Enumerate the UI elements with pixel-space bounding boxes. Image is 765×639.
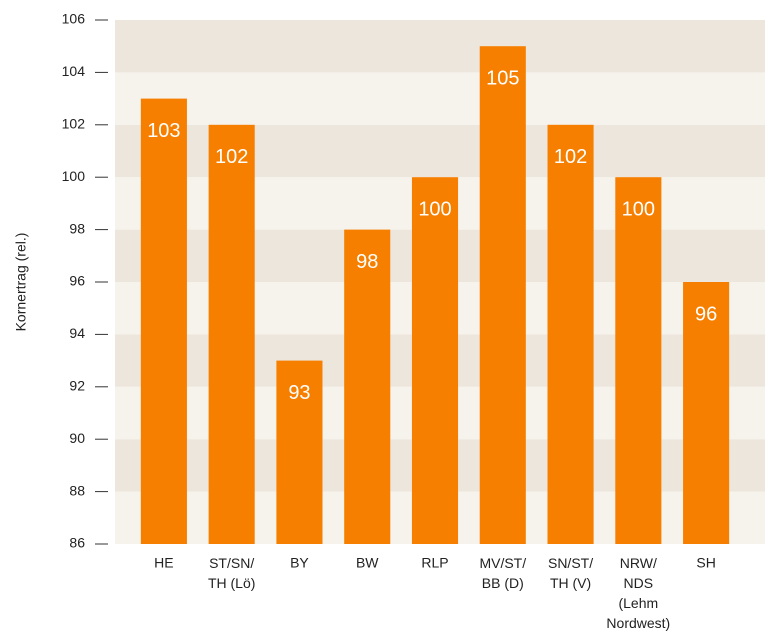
- y-tick-label: 86: [69, 535, 85, 551]
- x-tick-label: SN/ST/TH (V): [548, 555, 593, 591]
- y-tick-label: 100: [62, 168, 86, 184]
- bar: [683, 282, 730, 544]
- x-tick-label: HE: [154, 555, 173, 571]
- bar: [208, 124, 255, 545]
- y-axis-label: Kornertrag (rel.): [13, 233, 29, 332]
- x-tick-label: RLP: [421, 555, 448, 571]
- bar: [344, 229, 391, 544]
- value-label: 105: [486, 67, 519, 89]
- y-tick-label: 104: [62, 63, 86, 79]
- y-tick-label: 92: [69, 378, 85, 394]
- x-tick-label: SH: [696, 555, 715, 571]
- bar: [276, 360, 323, 544]
- bar: [479, 46, 526, 544]
- y-tick-label: 96: [69, 273, 85, 289]
- value-label: 103: [147, 120, 180, 142]
- y-tick-label: 102: [62, 116, 86, 132]
- x-tick-label: MV/ST/BB (D): [479, 555, 526, 591]
- value-label: 102: [215, 146, 248, 168]
- value-label: 102: [554, 146, 587, 168]
- bar: [140, 98, 187, 544]
- value-label: 98: [356, 251, 378, 273]
- bar: [411, 177, 459, 544]
- y-tick-label: 94: [69, 325, 85, 341]
- value-label: 100: [418, 198, 451, 220]
- grid-band: [115, 72, 765, 125]
- x-tick-label: BY: [290, 555, 309, 571]
- y-tick-label: 88: [69, 482, 85, 498]
- x-tick-label: NRW/NDS (Lehm Nordwest): [606, 555, 670, 631]
- value-label: 93: [288, 382, 310, 404]
- x-tick-label: BW: [356, 555, 379, 571]
- y-tick-label: 90: [69, 430, 85, 446]
- x-tick-label: ST/SN/TH (Lö): [208, 555, 255, 591]
- value-label: 100: [622, 198, 655, 220]
- y-tick-label: 98: [69, 220, 85, 236]
- bar: [615, 177, 662, 544]
- bar: [547, 124, 594, 545]
- value-label: 96: [695, 303, 717, 325]
- y-tick-label: 106: [62, 11, 86, 27]
- grid-band: [115, 20, 765, 73]
